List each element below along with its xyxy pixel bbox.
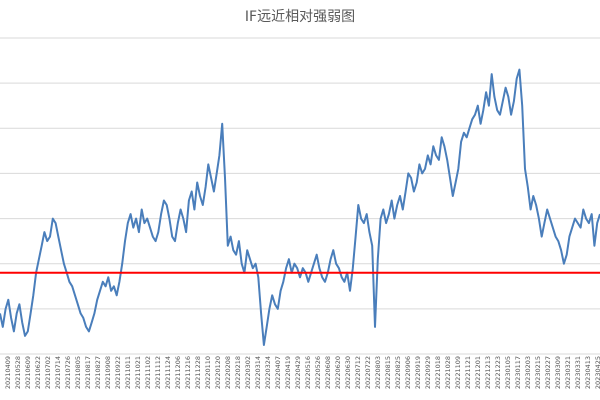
x-tick-label: 20211228 [194,356,202,389]
x-tick-label: 20221109 [454,356,462,389]
x-tick-label: 20210827 [94,356,102,389]
x-tick-label: 20230203 [524,356,532,389]
x-tick-label: 20210702 [44,356,52,389]
x-tick-label: 20220429 [294,356,302,389]
x-tick-label: 20211011 [124,356,132,389]
x-tick-label: 20211124 [164,356,172,389]
x-tick-label: 20211216 [184,356,192,389]
x-tick-label: 20220929 [424,356,432,389]
x-tick-label: 20220803 [374,356,382,389]
x-tick-label: 20220407 [274,356,282,389]
x-tick-label: 20220208 [224,356,232,389]
x-tick-label: 20220825 [394,356,402,389]
x-tick-label: 20230321 [564,356,572,389]
x-tick-label: 20211102 [144,356,152,389]
x-tick-label: 20220120 [214,356,222,389]
x-tick-label: 20211021 [134,356,142,389]
x-tick-label: 20210622 [34,356,42,389]
x-tick-label: 20230117 [514,356,522,389]
series-line [0,68,600,346]
x-tick-label: 20230425 [594,356,600,389]
x-tick-label: 20220218 [234,356,242,389]
x-tick-label: 20211112 [154,356,162,389]
x-tick-label: 20220722 [364,356,372,389]
x-tick-label: 20210409 [4,356,12,389]
chart-title: IF远近相对强弱图 [244,9,356,25]
x-tick-label: 20220526 [314,356,322,389]
x-tick-label: 20220324 [264,356,272,389]
x-tick-label: 20221028 [444,356,452,389]
x-tick-label: 20211206 [174,356,182,389]
x-tick-label: 20220630 [344,356,352,389]
x-tick-label: 20220620 [334,356,342,389]
x-tick-label: 20221201 [474,356,482,389]
x-tick-label: 20221121 [464,356,472,389]
x-tick-label: 20230227 [544,356,552,389]
x-tick-label: 20230413 [584,356,592,389]
x-tick-label: 20230331 [574,356,582,389]
x-tick-label: 20221213 [484,356,492,389]
x-tick-label: 20210726 [64,356,72,389]
x-tick-label: 20220314 [254,356,262,389]
x-tick-label: 20210922 [114,356,122,389]
x-tick-label: 20220302 [244,356,252,389]
x-tick-label: 20220110 [204,356,212,389]
x-tick-label: 20221223 [494,356,502,389]
x-tick-label: 20210908 [104,356,112,389]
x-tick-label: 20220815 [384,356,392,389]
x-tick-label: 20220919 [414,356,422,389]
x-tick-label: 20220419 [284,356,292,389]
x-tick-label: 20210714 [54,356,62,389]
x-tick-label: 20220608 [324,356,332,389]
x-tick-label: 20220516 [304,356,312,389]
x-tick-label: 20230215 [534,356,542,389]
x-tick-label: 20220906 [404,356,412,389]
x-tick-label: 20221018 [434,356,442,389]
x-tick-label: 20230309 [554,356,562,389]
x-tick-label: 20220712 [354,356,362,389]
x-tick-label: 20210528 [14,356,22,389]
x-tick-label: 20230105 [504,356,512,389]
x-tick-label: 20210805 [74,356,82,389]
x-tick-label: 20210609 [24,356,32,389]
x-tick-label: 20210817 [84,356,92,389]
